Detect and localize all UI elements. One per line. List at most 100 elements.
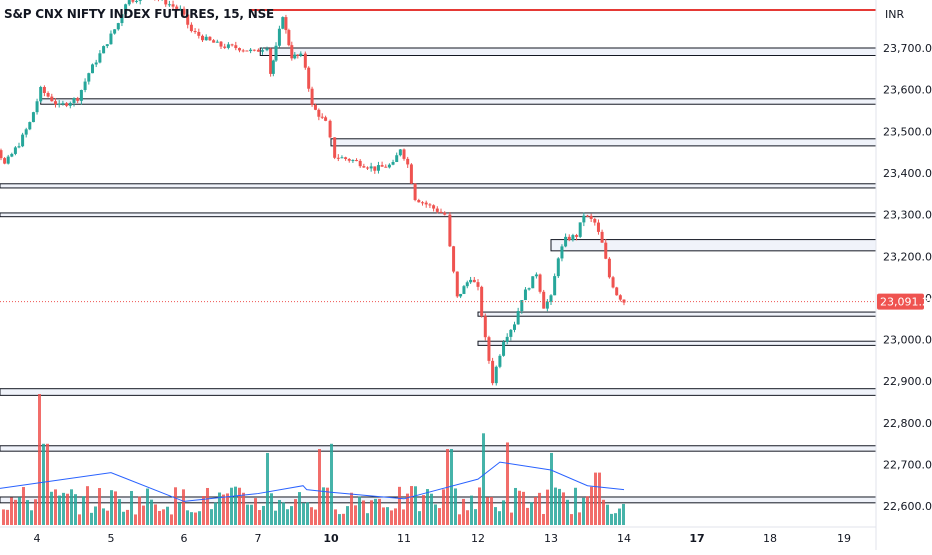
candle-body xyxy=(226,44,230,48)
candle-body xyxy=(369,166,373,169)
candle-body xyxy=(269,48,273,74)
volume-bar xyxy=(538,492,541,525)
sr-zone-1[interactable] xyxy=(40,98,877,105)
volume-bar xyxy=(86,486,89,525)
volume-bar xyxy=(586,496,589,525)
candle-body xyxy=(208,36,212,41)
volume-bar xyxy=(134,514,137,525)
volume-ma-line xyxy=(0,461,625,502)
last-price-label: 23,091.20 xyxy=(880,296,932,309)
volume-bar xyxy=(330,443,333,525)
volume-bar xyxy=(526,507,529,525)
volume-bar xyxy=(218,492,221,525)
volume-bar xyxy=(578,512,581,525)
volume-bar xyxy=(226,493,229,525)
volume-bar xyxy=(518,490,521,525)
volume-bar xyxy=(490,496,493,525)
volume-bar xyxy=(350,492,353,525)
volume-bar xyxy=(414,486,417,525)
candle-body xyxy=(274,45,278,61)
volume-bar xyxy=(558,488,561,525)
price-axis[interactable]: 23,700.00 23,600.00 23,500.00 23,400.00 23,3… xyxy=(875,0,932,550)
volume-bar xyxy=(222,494,225,525)
sr-zone-4[interactable] xyxy=(0,212,877,218)
y-tick-label: 23,500.00 xyxy=(883,125,932,138)
candle-body xyxy=(17,146,21,148)
candle-body xyxy=(462,286,466,294)
y-tick-label: 23,600.00 xyxy=(883,84,932,97)
candle-body xyxy=(310,88,314,105)
volume-bar xyxy=(194,512,197,525)
volume-bar xyxy=(562,492,565,525)
candle-body xyxy=(439,211,443,213)
volume-bar xyxy=(574,487,577,525)
y-tick-label: 23,200.00 xyxy=(883,250,932,263)
x-tick-label: 6 xyxy=(181,532,188,545)
candle-body xyxy=(261,50,265,52)
candle-body xyxy=(98,53,102,63)
candle-body xyxy=(324,117,328,121)
sr-zone-0[interactable] xyxy=(259,47,877,56)
volume-bar xyxy=(510,512,513,525)
candle-body xyxy=(256,49,260,52)
volume-bar xyxy=(138,496,141,525)
volume-bar xyxy=(462,498,465,525)
x-tick-label: 11 xyxy=(397,532,411,545)
zones-layer xyxy=(0,9,877,504)
volume-bar xyxy=(362,500,365,525)
candle-body xyxy=(328,120,332,138)
sr-zone-3[interactable] xyxy=(0,183,877,189)
candle-body xyxy=(186,14,190,25)
volume-bar xyxy=(370,500,373,525)
candle-body xyxy=(398,149,402,156)
candle-body xyxy=(560,246,564,259)
x-tick-label: 10 xyxy=(323,532,339,545)
candle-body xyxy=(50,96,54,102)
volume-bar xyxy=(38,394,41,525)
volume-bar xyxy=(494,507,497,525)
volume-bar xyxy=(618,508,621,525)
volume-bar xyxy=(174,487,177,525)
candle-body xyxy=(54,101,57,105)
sr-zone-5[interactable] xyxy=(550,239,877,252)
volume-bar xyxy=(58,495,61,525)
candle-body xyxy=(452,246,456,272)
sr-zone-6[interactable] xyxy=(477,311,877,317)
candle-body xyxy=(277,28,281,46)
volume-bar xyxy=(410,486,413,525)
x-tick-label: 17 xyxy=(689,532,704,545)
volume-bar xyxy=(6,509,9,525)
volume-bar xyxy=(422,495,425,525)
volume-bar xyxy=(622,503,625,525)
candle-body xyxy=(409,164,413,184)
candle-body xyxy=(24,129,28,135)
candle-body xyxy=(556,258,560,277)
candle-body xyxy=(31,112,35,123)
volume-bar xyxy=(606,504,609,525)
candle-body xyxy=(182,8,186,15)
candle-body xyxy=(387,164,391,168)
time-axis[interactable]: 4 5 6 7 10 11 12 13 14 17 18 19 xyxy=(0,526,876,545)
candle-body xyxy=(293,54,297,59)
candle-body xyxy=(578,222,582,237)
candle-body xyxy=(245,50,249,52)
volume-bar xyxy=(382,507,385,525)
candle-body xyxy=(94,62,98,65)
sr-zone-2[interactable] xyxy=(330,138,877,147)
x-tick-label: 14 xyxy=(617,532,631,545)
candle-body xyxy=(424,202,428,205)
volume-bar xyxy=(62,492,65,525)
candle-body xyxy=(83,81,87,90)
sr-zone-9[interactable] xyxy=(0,445,877,452)
sr-zone-7[interactable] xyxy=(477,340,877,346)
volume-bar xyxy=(374,498,377,525)
volume-bar xyxy=(242,492,245,525)
candle-body xyxy=(428,204,432,206)
candle-body xyxy=(373,166,377,171)
volume-bar xyxy=(402,509,405,525)
sr-zone-8[interactable] xyxy=(0,388,877,396)
volume-bar xyxy=(438,508,441,525)
volume-bar xyxy=(186,510,189,525)
